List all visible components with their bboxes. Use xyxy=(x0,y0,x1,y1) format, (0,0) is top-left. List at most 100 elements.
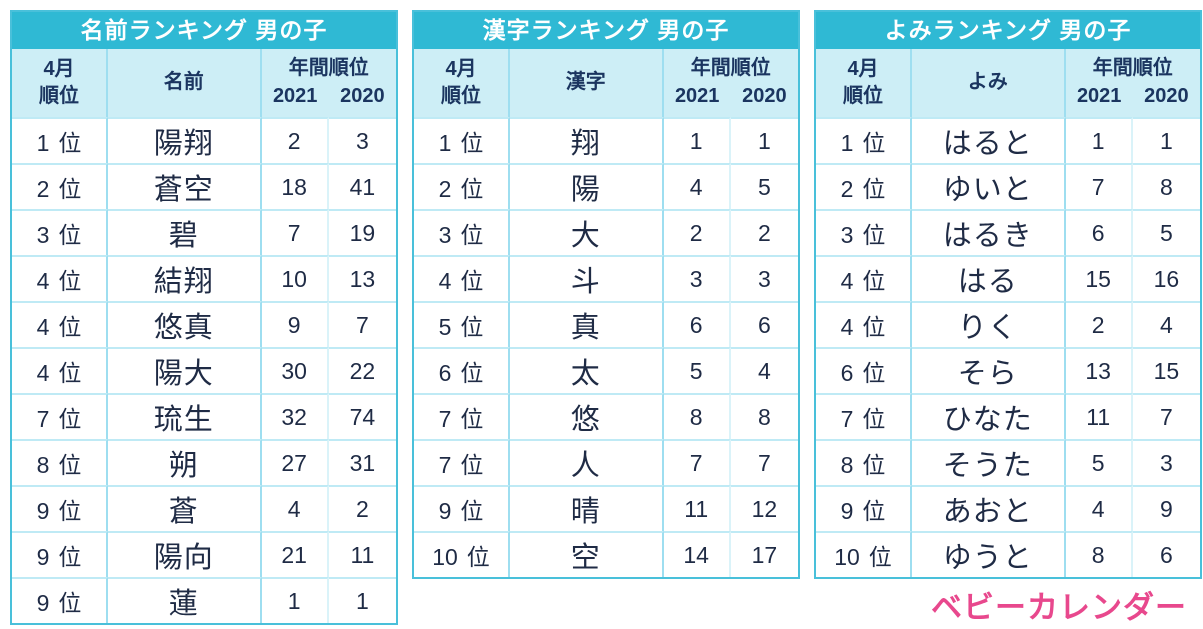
item-cell: 碧 xyxy=(108,209,262,256)
rank-number: 6 xyxy=(438,360,452,387)
rank-2020-cell: 22 xyxy=(328,347,396,394)
rank-2020-cell: 3 xyxy=(328,117,396,164)
rank-2020-cell: 4 xyxy=(730,347,798,394)
rank-2020-cell: 7 xyxy=(1132,393,1200,440)
rank-number: 4 xyxy=(840,314,854,341)
item-cell: 真 xyxy=(510,301,664,348)
rank-2020-cell: 12 xyxy=(730,485,798,532)
rank-2021-cell: 5 xyxy=(663,347,731,394)
rank-2020-cell: 3 xyxy=(730,255,798,302)
rank-2021-cell: 30 xyxy=(261,347,329,394)
april-rank-header: 4月 順位 xyxy=(816,49,912,118)
april-rank-header-line2: 順位 xyxy=(843,84,883,107)
rank-2021-cell: 9 xyxy=(261,301,329,348)
item-cell: ゆうと xyxy=(912,531,1066,578)
rank-unit: 位 xyxy=(460,498,484,525)
item-cell: 太 xyxy=(510,347,664,394)
header-row: 4月 順位 名前 年間順位 2021 2020 xyxy=(12,49,396,118)
rank-2020-cell: 6 xyxy=(730,301,798,348)
item-cell: 琉生 xyxy=(108,393,262,440)
rank-2020-cell: 9 xyxy=(1132,485,1200,532)
rank-2020-cell: 1 xyxy=(328,577,396,624)
rank-unit: 位 xyxy=(460,360,484,387)
april-rank-header-line1: 4月 xyxy=(847,57,879,80)
table-row: 2 位ゆいと 7 8 xyxy=(816,163,1200,210)
item-cell: 蒼空 xyxy=(108,163,262,210)
year-2021-header: 2021 xyxy=(674,85,720,108)
rank-2020-cell: 1 xyxy=(730,117,798,164)
table-title: よみランキング 男の子 xyxy=(816,12,1200,50)
rank-unit: 位 xyxy=(460,314,484,341)
rank-2020-cell: 7 xyxy=(730,439,798,486)
item-cell: 晴 xyxy=(510,485,664,532)
rank-number: 9 xyxy=(36,498,50,525)
rank-unit: 位 xyxy=(460,176,484,203)
rank-2020-cell: 5 xyxy=(1132,209,1200,256)
rank-number: 4 xyxy=(840,268,854,295)
rank-unit: 位 xyxy=(862,314,886,341)
rank-unit: 位 xyxy=(862,130,886,157)
item-cell: 翔 xyxy=(510,117,664,164)
rank-2021-cell: 10 xyxy=(261,255,329,302)
rank-number: 7 xyxy=(438,406,452,433)
rank-number: 10 xyxy=(834,544,860,571)
rank-number: 7 xyxy=(840,406,854,433)
rank-2020-cell: 2 xyxy=(328,485,396,532)
table-row: 8 位朔 27 31 xyxy=(12,439,396,486)
rank-unit: 位 xyxy=(862,360,886,387)
baby-calendar-logo: ベビーカレンダー xyxy=(931,590,1187,625)
rank-number: 4 xyxy=(36,314,50,341)
rank-number: 2 xyxy=(36,176,50,203)
table-title: 漢字ランキング 男の子 xyxy=(414,12,798,50)
year-headers: 2021 2020 xyxy=(262,83,396,110)
rank-2021-cell: 2 xyxy=(261,117,329,164)
item-cell: 陽 xyxy=(510,163,664,210)
table-row: 3 位碧 7 19 xyxy=(12,209,396,256)
rank-2020-cell: 41 xyxy=(328,163,396,210)
april-rank-cell: 10 位 xyxy=(816,531,912,578)
rank-2020-cell: 4 xyxy=(1132,301,1200,348)
rank-number: 8 xyxy=(840,452,854,479)
rank-number: 9 xyxy=(840,498,854,525)
table-row: 7 位ひなた 11 7 xyxy=(816,393,1200,440)
rank-unit: 位 xyxy=(58,452,82,479)
rank-2020-cell: 19 xyxy=(328,209,396,256)
item-cell: 空 xyxy=(510,531,664,578)
item-cell: 人 xyxy=(510,439,664,486)
rank-number: 4 xyxy=(438,268,452,295)
table-row: 1 位陽翔 2 3 xyxy=(12,117,396,164)
rank-unit: 位 xyxy=(460,130,484,157)
rank-2020-cell: 8 xyxy=(1132,163,1200,210)
rank-2020-cell: 17 xyxy=(730,531,798,578)
rank-2020-cell: 8 xyxy=(730,393,798,440)
table-row: 4 位はる 15 16 xyxy=(816,255,1200,302)
rank-unit: 位 xyxy=(58,268,82,295)
rank-unit: 位 xyxy=(862,406,886,433)
item-cell: 悠真 xyxy=(108,301,262,348)
item-cell: あおと xyxy=(912,485,1066,532)
rank-number: 1 xyxy=(840,130,854,157)
rank-2021-cell: 5 xyxy=(1065,439,1133,486)
rank-number: 9 xyxy=(36,544,50,571)
april-rank-header: 4月 順位 xyxy=(414,49,510,118)
table-name-ranking: 名前ランキング 男の子 4月 順位 名前 年間順位 2021 2020 xyxy=(10,10,398,626)
